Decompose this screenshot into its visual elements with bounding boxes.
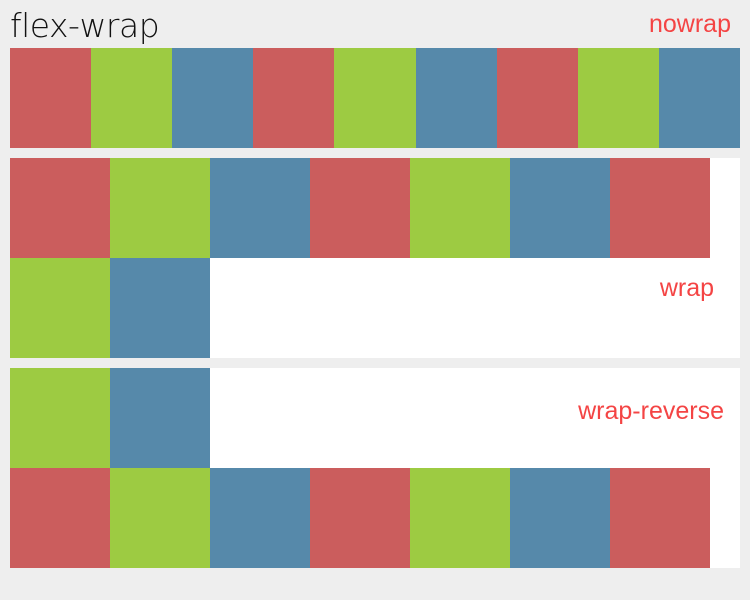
flex-item-green <box>410 468 510 568</box>
flex-item-green <box>10 258 110 358</box>
flex-item-blue <box>658 48 740 148</box>
flex-item-green <box>10 368 110 468</box>
flex-item-red <box>610 158 710 258</box>
flex-item-red <box>253 48 335 148</box>
flex-item-blue <box>415 48 497 148</box>
flex-item-green <box>334 48 416 148</box>
flex-item-red <box>10 48 92 148</box>
flex-item-blue <box>110 258 210 358</box>
flex-item-red <box>310 468 410 568</box>
flex-item-blue <box>510 158 610 258</box>
flex-item-red <box>10 468 110 568</box>
nowrap-container <box>10 48 740 148</box>
flex-item-green <box>110 158 210 258</box>
flex-item-blue <box>210 468 310 568</box>
flex-item-green <box>91 48 173 148</box>
flex-item-red <box>496 48 578 148</box>
flex-item-blue <box>510 468 610 568</box>
wrap-reverse-container <box>10 368 740 568</box>
flex-item-blue <box>110 368 210 468</box>
flex-item-blue <box>210 158 310 258</box>
flex-item-green <box>410 158 510 258</box>
flex-item-blue <box>172 48 254 148</box>
flex-item-green <box>110 468 210 568</box>
wrap-label: wrap <box>659 274 714 302</box>
page-title: flex-wrap <box>10 6 160 45</box>
flex-item-green <box>577 48 659 148</box>
flex-item-red <box>310 158 410 258</box>
wrap-reverse-label: wrap-reverse <box>578 397 724 425</box>
nowrap-label: nowrap <box>649 10 731 38</box>
flex-item-red <box>610 468 710 568</box>
flex-item-red <box>10 158 110 258</box>
wrap-container <box>10 158 740 358</box>
